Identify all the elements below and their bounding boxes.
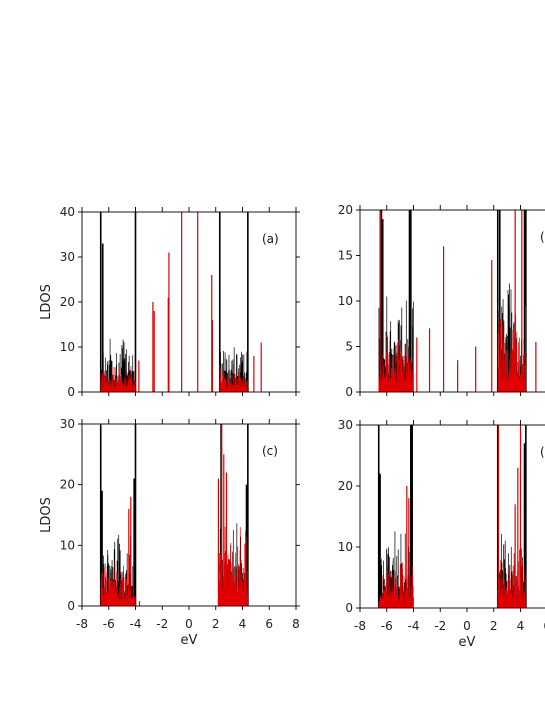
x-tick-label: 0	[185, 617, 193, 631]
x-tick-label: 4	[239, 617, 247, 631]
y-tick-label: 0	[345, 385, 353, 399]
x-tick-label: 4	[517, 619, 525, 633]
band-spikes	[497, 306, 527, 392]
y-tick-label: 20	[338, 479, 353, 493]
x-tick-label: 0	[463, 619, 471, 633]
x-axis-label: eV	[181, 633, 198, 648]
band-spikes	[100, 562, 136, 606]
x-tick-label: 2	[490, 619, 498, 633]
band-spikes	[497, 553, 526, 608]
x-tick-label: -8	[76, 617, 88, 631]
plot-area	[377, 425, 527, 608]
y-tick-label: 30	[338, 418, 353, 432]
panel-label: (b)	[540, 230, 545, 244]
y-tick-label: 30	[60, 250, 75, 264]
y-tick-label: 5	[345, 340, 353, 354]
plot-area	[99, 212, 262, 392]
x-tick-label: 2	[212, 617, 220, 631]
y-tick-label: 10	[60, 538, 75, 552]
x-tick-label: -4	[408, 619, 420, 633]
y-tick-label: 0	[67, 385, 75, 399]
y-tick-label: 0	[67, 599, 75, 613]
x-tick-label: 6	[265, 617, 273, 631]
y-tick-label: 20	[60, 478, 75, 492]
series-red	[100, 212, 262, 392]
y-tick-label: 20	[60, 295, 75, 309]
band-spikes	[378, 335, 414, 392]
x-tick-label: -2	[156, 617, 168, 631]
x-tick-label: -6	[381, 619, 393, 633]
y-tick-label: 0	[345, 601, 353, 615]
y-tick-label: 10	[338, 540, 353, 554]
series-red	[100, 424, 248, 606]
series-black	[99, 212, 249, 392]
x-tick-label: 6	[543, 619, 545, 633]
series-red	[378, 210, 537, 392]
y-tick-label: 20	[338, 203, 353, 217]
x-tick-label: -4	[130, 617, 142, 631]
x-tick-label: 8	[292, 617, 300, 631]
x-tick-label: -6	[103, 617, 115, 631]
band-spikes	[219, 364, 248, 392]
x-tick-label: -8	[354, 619, 366, 633]
panel-b: 0 5 10 15 20 (b)	[338, 203, 545, 399]
panel-a: 0 10 20 30 40 LDOS (a)	[39, 205, 300, 399]
y-tick-label: 40	[60, 205, 75, 219]
y-tick-label: 15	[338, 249, 353, 263]
panel-label: (d)	[540, 445, 545, 459]
y-tick-label: 30	[60, 417, 75, 431]
panel-c: 0 10 20 30 -8 -6 -4 -2 0 2 4 6 8 eV LDOS (c)	[39, 417, 300, 648]
series-red	[378, 425, 526, 608]
y-tick-label: 10	[338, 294, 353, 308]
y-axis-label: LDOS	[39, 497, 54, 533]
band-spikes	[378, 562, 414, 608]
x-tick-label: -2	[434, 619, 446, 633]
panel-label: (a)	[262, 232, 279, 246]
panel-label: (c)	[262, 444, 278, 458]
plot-area	[99, 424, 249, 606]
band-spikes	[100, 365, 136, 392]
x-axis-label: eV	[459, 635, 476, 650]
y-axis-label: LDOS	[39, 284, 54, 320]
y-tick-label: 10	[60, 340, 75, 354]
plot-area	[378, 210, 537, 392]
